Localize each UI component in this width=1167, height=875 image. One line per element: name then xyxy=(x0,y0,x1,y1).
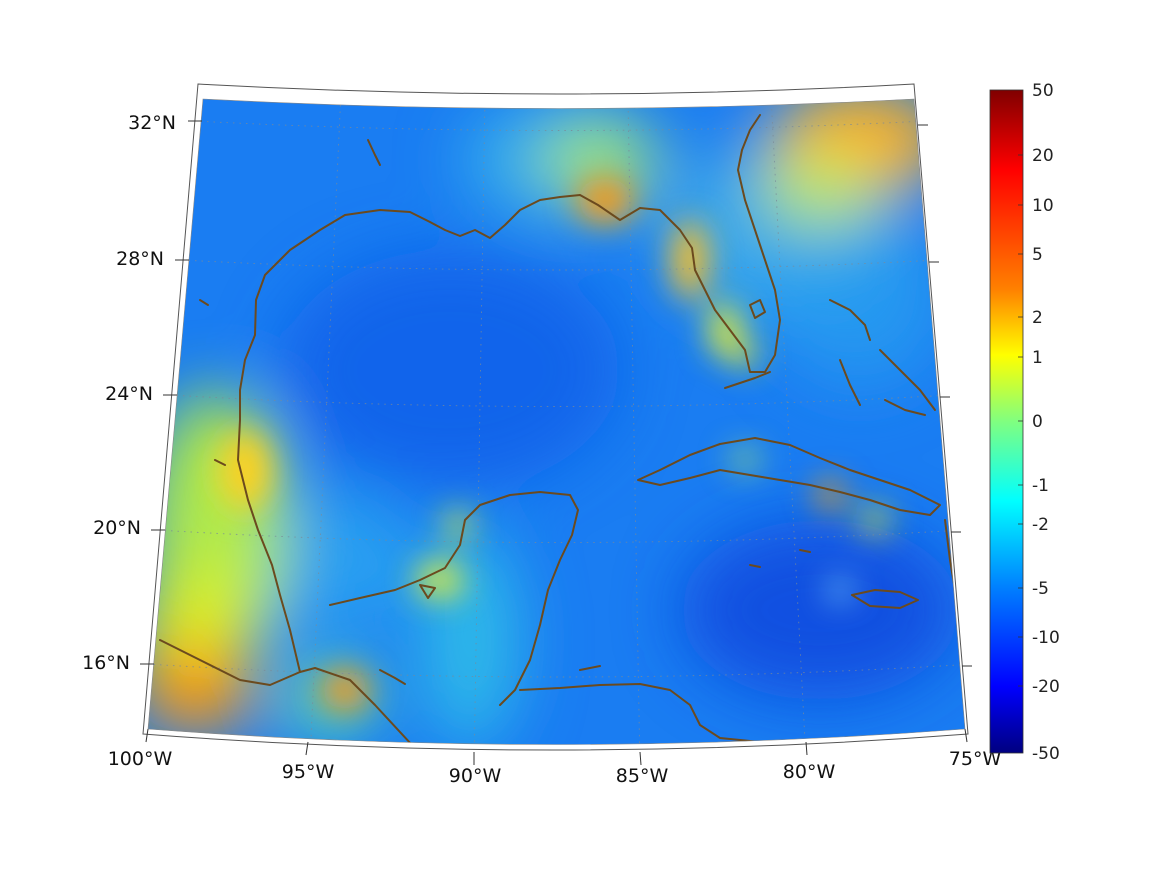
lat-label: 16°N xyxy=(82,652,130,674)
colorbar-label: -10 xyxy=(1032,628,1060,648)
colorbar-label: -20 xyxy=(1032,677,1060,697)
colorbar-label: 5 xyxy=(1032,245,1043,265)
lat-label: 24°N xyxy=(105,383,153,405)
colorbar-label: -2 xyxy=(1032,515,1049,535)
colorbar-ticks xyxy=(1018,154,1023,687)
lat-labels: 32°N 28°N 24°N 20°N 16°N xyxy=(82,112,176,674)
colorbar-label: -1 xyxy=(1032,476,1049,496)
lon-label: 90°W xyxy=(449,765,502,787)
lon-label: 95°W xyxy=(282,761,335,783)
lon-label: 100°W xyxy=(108,748,173,770)
lon-labels: 100°W 95°W 90°W 85°W 80°W 75°W xyxy=(108,748,1002,787)
colorbar-label: 1 xyxy=(1032,348,1043,368)
colorbar-label: 0 xyxy=(1032,412,1043,432)
map-frame-inner xyxy=(147,98,966,745)
colorbar-label: 10 xyxy=(1032,196,1054,216)
graticule xyxy=(148,99,965,745)
coastlines xyxy=(159,114,956,745)
lon-label: 80°W xyxy=(783,761,836,783)
data-field xyxy=(148,99,965,745)
lat-label: 20°N xyxy=(93,517,141,539)
lat-label: 28°N xyxy=(116,248,164,270)
colorbar-label: -5 xyxy=(1032,579,1049,599)
lon-label: 85°W xyxy=(616,765,669,787)
colorbar-label: 50 xyxy=(1032,81,1054,101)
colorbar-label: 20 xyxy=(1032,146,1054,166)
map-frame xyxy=(142,83,969,751)
frame-ticks xyxy=(140,120,972,766)
lat-label: 32°N xyxy=(128,112,176,134)
colorbar-label: 2 xyxy=(1032,308,1043,328)
colorbar-bar xyxy=(989,89,1024,754)
lon-label: 75°W xyxy=(949,748,1002,770)
colorbar: 50 20 10 5 2 1 0 -1 -2 -5 -10 -20 -50 xyxy=(989,81,1060,764)
colorbar-label: -50 xyxy=(1032,744,1060,764)
